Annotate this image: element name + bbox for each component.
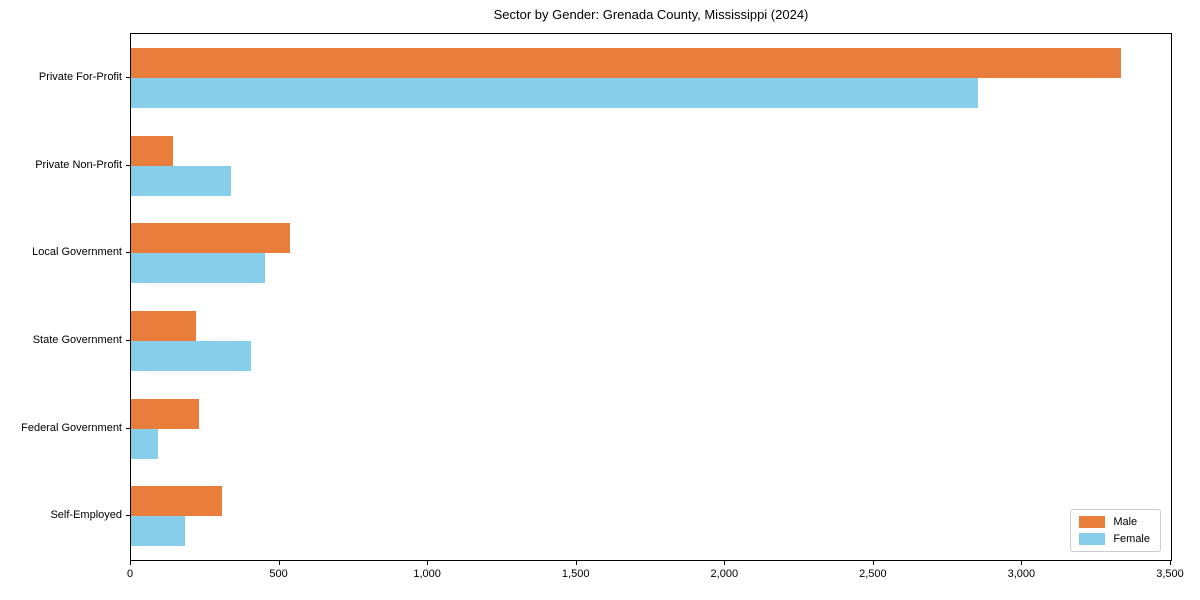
y-axis-labels: Private For-Profit Private Non-Profit Loca… xyxy=(0,33,122,561)
chart-title: Sector by Gender: Grenada County, Missis… xyxy=(493,7,809,22)
x-tick-mark xyxy=(130,561,131,565)
x-tick-label: 3,000 xyxy=(1007,568,1036,580)
bar-male-4 xyxy=(131,310,197,341)
bar-female-5 xyxy=(131,428,158,459)
legend-item-male: Male xyxy=(1079,516,1150,528)
y-tick-label: State Government xyxy=(32,333,122,346)
y-tick-mark xyxy=(126,252,130,254)
male-legend-label: Male xyxy=(1113,516,1138,528)
bar-male-1 xyxy=(131,47,1121,78)
legend-item-female: Female xyxy=(1079,533,1150,545)
y-tick-mark xyxy=(126,427,130,429)
bar-female-2 xyxy=(131,165,231,196)
y-tick-label: Private For-Profit xyxy=(38,70,122,83)
female-legend-label: Female xyxy=(1113,533,1150,545)
y-tick-mark xyxy=(126,164,130,166)
y-tick-mark xyxy=(126,515,130,517)
y-axis-ticks xyxy=(126,33,130,561)
bar-male-6 xyxy=(131,486,222,517)
x-tick-label: 3,500 xyxy=(1156,568,1184,580)
x-tick-mark xyxy=(278,561,280,565)
x-tick-mark xyxy=(724,561,726,565)
legend: Male Female xyxy=(1070,509,1161,552)
x-tick-label: 0 xyxy=(126,568,134,580)
bar-female-3 xyxy=(131,253,265,284)
x-tick-label: 2,500 xyxy=(859,568,887,580)
male-legend-swatch xyxy=(1079,516,1106,528)
x-tick-mark xyxy=(575,561,577,565)
x-tick-label: 500 xyxy=(269,568,288,580)
x-tick-mark xyxy=(872,561,874,565)
x-tick-label: 2,000 xyxy=(710,568,739,580)
y-tick-label: Private Non-Profit xyxy=(35,158,122,171)
bar-female-6 xyxy=(131,516,185,547)
y-tick-label: Local Government xyxy=(32,246,122,259)
bar-male-5 xyxy=(131,398,200,429)
x-tick-mark xyxy=(427,561,429,565)
female-legend-swatch xyxy=(1079,533,1106,545)
bar-female-1 xyxy=(131,77,978,108)
y-tick-label: Self-Employed xyxy=(50,509,122,522)
bar-male-3 xyxy=(131,223,290,254)
x-tick-mark xyxy=(1170,561,1171,565)
bar-male-2 xyxy=(131,135,173,166)
y-tick-mark xyxy=(126,76,130,78)
bar-female-4 xyxy=(131,340,252,371)
y-tick-mark xyxy=(126,339,130,341)
x-axis: 0 500 1,000 1,500 2,000 2,500 3,000 3,500 xyxy=(126,561,1184,591)
plot-area: Male Female xyxy=(130,33,1172,561)
y-tick-label: Federal Government xyxy=(21,421,122,434)
x-tick-mark xyxy=(1021,561,1023,565)
x-tick-label: 1,500 xyxy=(561,568,590,580)
x-tick-label: 1,000 xyxy=(413,568,441,580)
